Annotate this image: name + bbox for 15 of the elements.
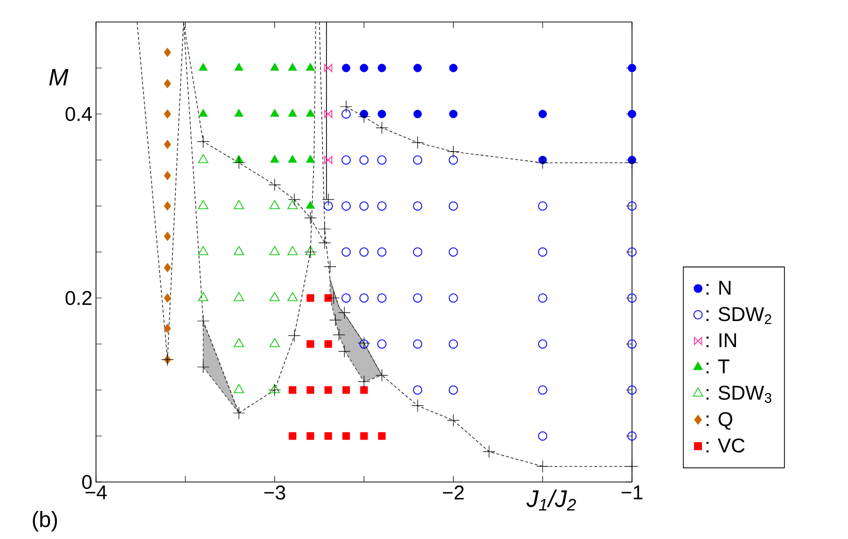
legend-label: : N	[706, 280, 730, 295]
legend-label: : SDW$_{3}$	[706, 386, 772, 403]
y-tick-label: 0.2	[66, 290, 92, 306]
x-tick-label: −1	[622, 486, 642, 500]
legend-label: : VC	[706, 438, 745, 453]
x-tick-label: −3	[264, 486, 286, 500]
y-axis-title: M	[49, 68, 68, 86]
x-tick-label: −2	[442, 486, 464, 500]
legend-label: : IN	[706, 333, 736, 348]
legend-label: : Q	[706, 412, 732, 430]
legend-label: : T	[706, 360, 730, 374]
text: (b)	[32, 511, 57, 532]
y-tick-label: 0.4	[66, 106, 92, 122]
x-axis-title: J$_{1}$/J$_{2}$	[526, 490, 576, 511]
legend-label: : SDW$_{2}$	[706, 307, 772, 324]
